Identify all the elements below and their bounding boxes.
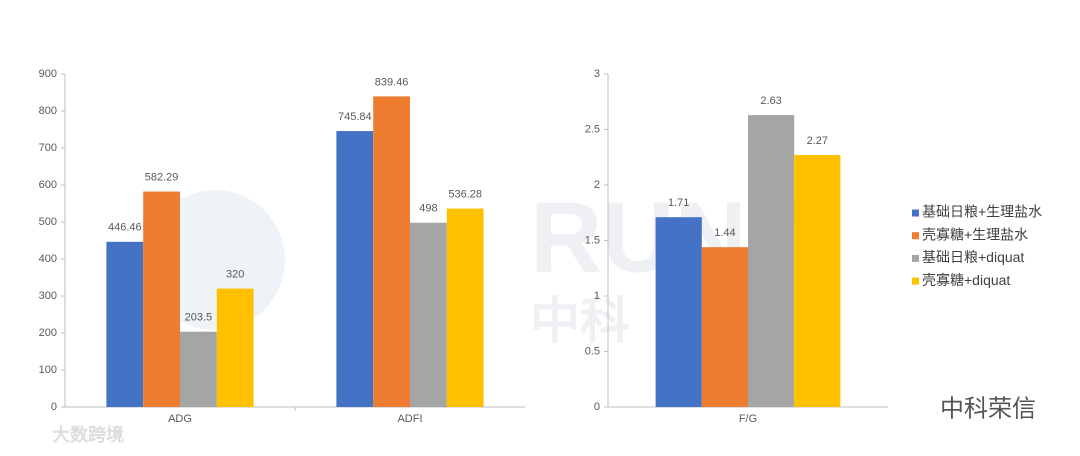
logo-text: 中科荣信: [940, 395, 1036, 422]
data-label: 536.28: [448, 188, 482, 200]
data-label: 2.63: [760, 95, 781, 107]
legend-swatch: [912, 277, 919, 285]
y-tick-label: 600: [39, 179, 57, 191]
data-label: 203.5: [185, 312, 213, 324]
bar: [748, 115, 795, 407]
y-tick-label: 100: [39, 364, 57, 376]
data-label: 1.44: [714, 227, 735, 239]
bar: [655, 217, 702, 407]
y-tick-label: 200: [39, 327, 57, 339]
bar: [373, 96, 410, 407]
legend-label: 壳寡糖+diquat: [922, 272, 1010, 288]
y-tick-label: 300: [39, 290, 57, 302]
y-tick-label: 700: [39, 142, 57, 154]
y-tick-label: 400: [39, 253, 57, 265]
watermark-text: 大数跨境: [52, 424, 124, 445]
bar: [216, 288, 254, 407]
legend-swatch: [912, 254, 919, 262]
bar: [336, 131, 374, 408]
data-label: 2.27: [807, 135, 828, 147]
y-tick-label: 500: [39, 216, 57, 228]
legend-label: 基础日粮+diquat: [922, 249, 1024, 265]
x-tick-label: ADG: [168, 413, 192, 425]
y-tick-label: 0: [51, 401, 57, 413]
data-label: 446.46: [108, 222, 142, 234]
bar: [446, 208, 484, 407]
y-tick-label: 900: [39, 68, 57, 80]
data-label: 498: [419, 203, 437, 215]
y-tick-label: 3: [594, 68, 600, 80]
y-tick-label: 2.5: [585, 123, 600, 135]
bar: [106, 241, 144, 407]
x-tick-label: ADFI: [397, 413, 422, 425]
data-label: 839.46: [375, 76, 409, 88]
y-tick-label: 0.5: [585, 345, 600, 357]
watermark-text: 中科: [530, 293, 630, 349]
y-tick-label: 0: [594, 401, 600, 413]
legend-swatch: [912, 232, 919, 240]
legend-label: 基础日粮+生理盐水: [922, 204, 1042, 220]
bar: [701, 247, 748, 407]
data-label: 320: [226, 269, 244, 281]
legend-label: 壳寡糖+生理盐水: [922, 226, 1028, 242]
data-label: 745.84: [338, 111, 372, 123]
y-tick-label: 1: [594, 290, 600, 302]
y-tick-label: 1.5: [585, 234, 600, 246]
bar: [794, 155, 841, 407]
y-tick-label: 800: [39, 105, 57, 117]
data-label: 1.71: [668, 197, 689, 209]
legend-swatch: [912, 209, 919, 217]
bar: [180, 331, 217, 407]
y-tick-label: 2: [594, 179, 600, 191]
bar: [143, 191, 180, 407]
x-tick-label: F/G: [739, 413, 757, 425]
bar: [410, 222, 447, 407]
data-label: 582.29: [145, 171, 179, 183]
